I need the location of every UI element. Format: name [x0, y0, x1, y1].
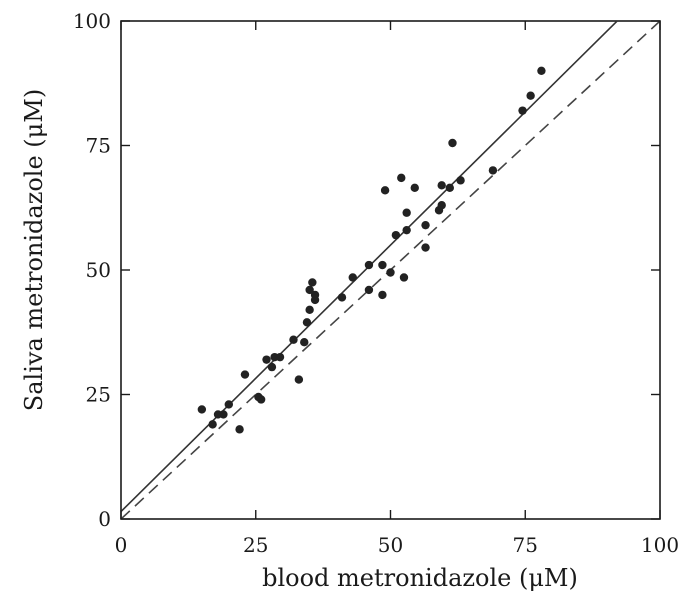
reference-lines: [121, 0, 660, 519]
x-axis-tick-labels: 0 25 50 75 100: [115, 533, 679, 557]
data-point: [386, 268, 394, 276]
x-tick-label: 50: [378, 533, 403, 557]
data-points: [198, 67, 546, 434]
data-point: [402, 209, 410, 217]
data-point: [378, 291, 386, 299]
data-point: [257, 395, 265, 403]
data-point: [411, 184, 419, 192]
data-point: [402, 226, 410, 234]
data-point: [338, 293, 346, 301]
x-tick-label: 0: [115, 533, 128, 557]
regression-solid-line: [121, 0, 660, 512]
data-point: [241, 370, 249, 378]
data-point: [276, 353, 284, 361]
x-axis-title: blood metronidazole (μM): [262, 564, 578, 591]
data-point: [198, 405, 206, 413]
data-point: [400, 273, 408, 281]
data-point: [305, 306, 313, 314]
data-point: [438, 181, 446, 189]
data-point: [446, 184, 454, 192]
x-tick-label: 100: [641, 533, 679, 557]
data-point: [225, 400, 233, 408]
data-point: [397, 174, 405, 182]
y-tick-label: 25: [86, 383, 111, 407]
data-point: [518, 106, 526, 114]
data-point: [262, 355, 270, 363]
data-point: [349, 273, 357, 281]
data-point: [526, 92, 534, 100]
x-tick-label: 25: [243, 533, 268, 557]
data-point: [303, 318, 311, 326]
data-point: [300, 338, 308, 346]
data-point: [381, 186, 389, 194]
data-point: [311, 296, 319, 304]
data-point: [448, 139, 456, 147]
y-tick-label: 100: [73, 9, 111, 33]
data-point: [219, 410, 227, 418]
data-point: [208, 420, 216, 428]
y-axis-tick-labels: 0 25 50 75 100: [73, 9, 111, 531]
data-point: [421, 243, 429, 251]
data-point: [392, 231, 400, 239]
data-point: [289, 336, 297, 344]
y-tick-label: 0: [98, 507, 111, 531]
data-point: [235, 425, 243, 433]
y-tick-label: 75: [86, 134, 111, 158]
data-point: [438, 201, 446, 209]
y-axis-title: Saliva metronidazole (μM): [20, 89, 48, 411]
data-point: [489, 166, 497, 174]
x-tick-label: 75: [513, 533, 538, 557]
data-point: [365, 261, 373, 269]
y-tick-label: 50: [86, 258, 111, 282]
data-point: [295, 375, 303, 383]
data-point: [537, 67, 545, 75]
data-point: [378, 261, 386, 269]
data-point: [456, 176, 464, 184]
data-point: [421, 221, 429, 229]
data-point: [308, 278, 316, 286]
data-point: [268, 363, 276, 371]
data-point: [365, 286, 373, 294]
